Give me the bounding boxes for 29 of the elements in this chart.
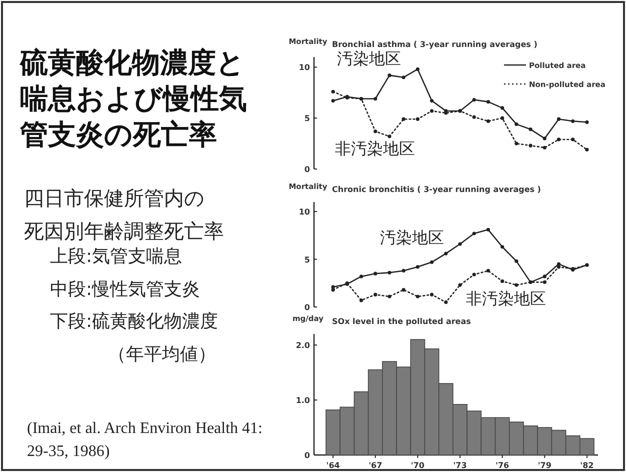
y-tick-label: 1.0 (296, 396, 310, 405)
x-tick-label: '76 (496, 461, 510, 470)
chart-title: SOx level in the polluted areas (332, 317, 472, 326)
text: 下段:硫黄酸化物濃度（年平均値） (50, 311, 218, 365)
text: 硫黄酸化物濃度と喘息および慢性気管支炎の死亡率 (19, 46, 247, 151)
annotation: 汚染地区 (380, 228, 444, 247)
y-tick-label: 2.0 (296, 341, 310, 350)
annotation: 汚染地区 (337, 49, 401, 68)
y-tick-label: 5 (304, 255, 310, 264)
chart-title: Bronchial asthma ( 3-year running averages ) (332, 40, 538, 49)
x-tick-label: '79 (538, 461, 552, 470)
chart-title: Chronic bronchitis ( 3-year running averages ) (332, 185, 541, 194)
x-tick-label: '64 (326, 461, 340, 470)
text: (Imai, et al. Arch Environ Health 41: 29-35, 1986) (27, 420, 262, 460)
y-tick-label: 10 (298, 208, 310, 217)
y-tick-label: 0 (304, 303, 310, 312)
x-tick-label: '70 (410, 461, 425, 470)
y-tick-label: 0 (304, 451, 310, 460)
x-tick-label: '67 (368, 461, 382, 470)
text: 四日市保健所管内の死因別年齢調整死亡率 (24, 186, 224, 243)
text: 中段:慢性気管支炎 (50, 279, 200, 300)
y-tick-label: 10 (298, 63, 310, 72)
y-tick-label: 0 (304, 165, 310, 174)
x-tick-label: '82 (580, 461, 594, 470)
text: 上段:気管支喘息 (50, 246, 182, 267)
annotation: 非汚染地区 (335, 139, 415, 158)
y-tick-label: 5 (304, 114, 310, 124)
x-tick-label: '73 (453, 461, 467, 470)
annotation: 非汚染地区 (466, 289, 546, 308)
